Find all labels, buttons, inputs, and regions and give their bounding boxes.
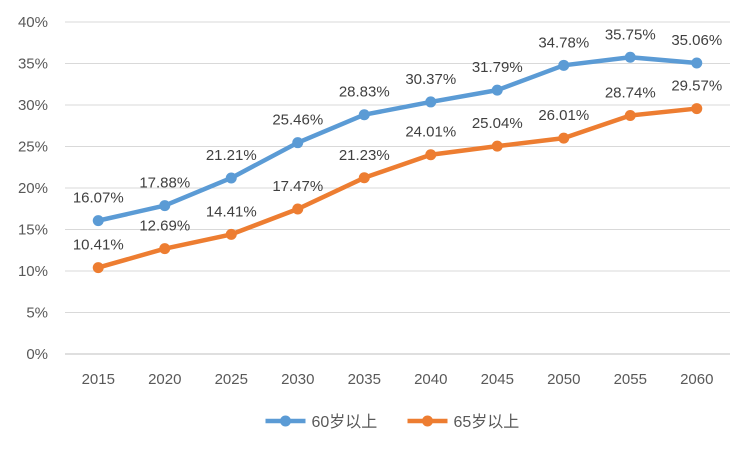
legend-swatch-marker: [280, 415, 291, 427]
data-label: 25.46%: [272, 112, 323, 129]
data-point: [225, 228, 237, 240]
data-label: 35.75%: [605, 26, 656, 43]
x-tick-label: 2035: [348, 371, 381, 388]
data-label: 29.57%: [671, 78, 722, 95]
x-tick-label: 2040: [414, 371, 447, 388]
data-point: [691, 103, 703, 115]
y-tick-label: 40%: [18, 14, 48, 31]
y-axis-ticks: 0% 5% 10% 15% 20% 25% 30% 35% 40%: [18, 14, 48, 363]
data-label: 34.78%: [538, 34, 589, 51]
data-label: 14.41%: [206, 203, 257, 220]
data-label: 30.37%: [405, 71, 456, 88]
series-line: [96, 55, 699, 223]
series-line: [96, 106, 699, 270]
data-point: [624, 109, 636, 121]
data-label: 17.47%: [272, 178, 323, 195]
x-tick-label: 2050: [547, 371, 580, 388]
data-label: 16.07%: [73, 190, 124, 207]
data-point: [292, 203, 304, 215]
data-point: [92, 215, 104, 227]
data-label: 25.04%: [472, 115, 523, 132]
gridlines: [65, 21, 730, 355]
data-labels: 16.07% 17.88% 21.21% 25.46% 28.83% 30.37% 31.7…: [73, 26, 722, 253]
data-point: [358, 109, 370, 121]
legend-label: 60岁以上: [312, 413, 378, 431]
y-tick-label: 35%: [18, 56, 48, 73]
x-tick-label: 2045: [481, 371, 514, 388]
x-tick-label: 2025: [215, 371, 248, 388]
y-tick-label: 10%: [18, 263, 48, 280]
data-point: [92, 262, 104, 274]
data-label: 21.21%: [206, 147, 257, 164]
data-label: 31.79%: [472, 59, 523, 76]
data-point: [425, 149, 437, 161]
x-tick-label: 2015: [82, 371, 115, 388]
x-axis-ticks: 2015 2020 2025 2030 2035 2040 2045 2050 2055 2060: [82, 371, 714, 388]
data-label: 26.01%: [538, 107, 589, 124]
data-label: 10.41%: [73, 237, 124, 254]
data-point: [225, 172, 237, 184]
series-1: [92, 51, 703, 227]
x-tick-label: 2020: [148, 371, 181, 388]
data-label: 35.06%: [671, 32, 722, 49]
x-tick-label: 2055: [614, 371, 647, 388]
data-label: 28.74%: [605, 84, 656, 101]
x-tick-label: 2030: [281, 371, 314, 388]
data-point: [491, 84, 503, 96]
legend-item-1: 60岁以上: [265, 413, 378, 431]
data-point: [358, 172, 370, 184]
data-point: [425, 96, 437, 108]
legend: 60岁以上 65岁以上: [265, 413, 520, 431]
data-label: 24.01%: [405, 124, 456, 141]
y-tick-label: 0%: [26, 346, 48, 363]
data-point: [159, 200, 171, 212]
data-label: 21.23%: [339, 147, 390, 164]
x-tick-label: 2060: [680, 371, 713, 388]
legend-label: 65岁以上: [454, 413, 520, 431]
data-label: 28.83%: [339, 84, 390, 101]
data-point: [624, 51, 636, 63]
data-point: [558, 59, 570, 71]
legend-item-2: 65岁以上: [407, 413, 520, 431]
y-tick-label: 20%: [18, 180, 48, 197]
data-point: [292, 137, 304, 149]
data-label: 12.69%: [139, 218, 190, 235]
y-tick-label: 30%: [18, 97, 48, 114]
series-2: [92, 103, 703, 274]
y-tick-label: 15%: [18, 222, 48, 239]
data-point: [491, 140, 503, 152]
y-tick-label: 25%: [18, 139, 48, 156]
data-point: [691, 57, 703, 69]
y-tick-label: 5%: [26, 305, 48, 322]
data-point: [159, 243, 171, 255]
data-label: 17.88%: [139, 175, 190, 192]
series-lines: [92, 51, 703, 274]
data-point: [558, 132, 570, 144]
legend-swatch-marker: [422, 415, 433, 427]
